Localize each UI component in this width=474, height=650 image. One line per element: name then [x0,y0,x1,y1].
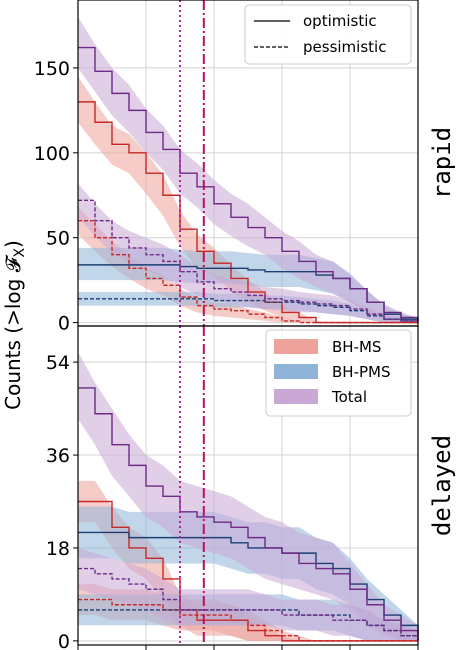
panel-label-delayed: delayed [428,435,456,536]
y-tick-label-rapid: 0 [58,313,70,335]
line-layer [78,46,419,642]
legend-linestyle-box [244,4,412,65]
vline-layer [179,0,205,645]
y-tick-label-rapid: 100 [34,143,70,165]
legend-label-bh-pms: BH-PMS [332,363,391,381]
legend-label-pessimistic: pessimistic [303,38,386,56]
legend-swatch-bh-ms [274,339,318,354]
legend-label-total: Total [331,388,367,406]
legend-swatch-total [274,389,318,404]
band-layer [78,16,418,641]
line-rapid-total-pessimistic [78,199,419,323]
y-tick-label-rapid: 150 [34,58,70,80]
panel-label-rapid: rapid [428,127,456,199]
y-tick-label-delayed: 0 [58,631,70,650]
line-delayed-bh-ms-pessimistic [78,598,418,642]
panel-frame-delayed [77,325,419,646]
line-delayed-total-pessimistic [78,567,419,641]
legend-label-optimistic: optimistic [303,12,377,30]
line-rapid-bh-pms-pessimistic [78,298,419,323]
legend-groups: BH-MS BH-PMS Total [265,329,412,417]
y-axis-label: Counts (>log 𝓕X) [1,240,28,410]
y-tick-label-delayed: 18 [46,538,70,560]
band-delayed-bh-pms-optimistic [78,506,418,641]
line-delayed-bh-ms-optimistic [78,500,418,642]
y-tick-label-delayed: 36 [46,445,70,467]
line-rapid-total-optimistic [78,46,419,321]
axes-layer: 0 50 100 150 rapid 0 18 36 54 delayed [34,0,456,650]
legend-linestyle: optimistic pessimistic [244,4,412,65]
legend-swatch-bh-pms [274,364,318,379]
line-rapid-bh-ms-pessimistic [78,220,418,324]
line-delayed-total-optimistic [78,387,419,636]
y-tick-label-delayed: 54 [46,352,70,374]
y-tick-label-rapid: 50 [46,228,70,250]
legend-label-bh-ms: BH-MS [332,338,381,356]
band-delayed-total-pessimistic [78,547,418,641]
